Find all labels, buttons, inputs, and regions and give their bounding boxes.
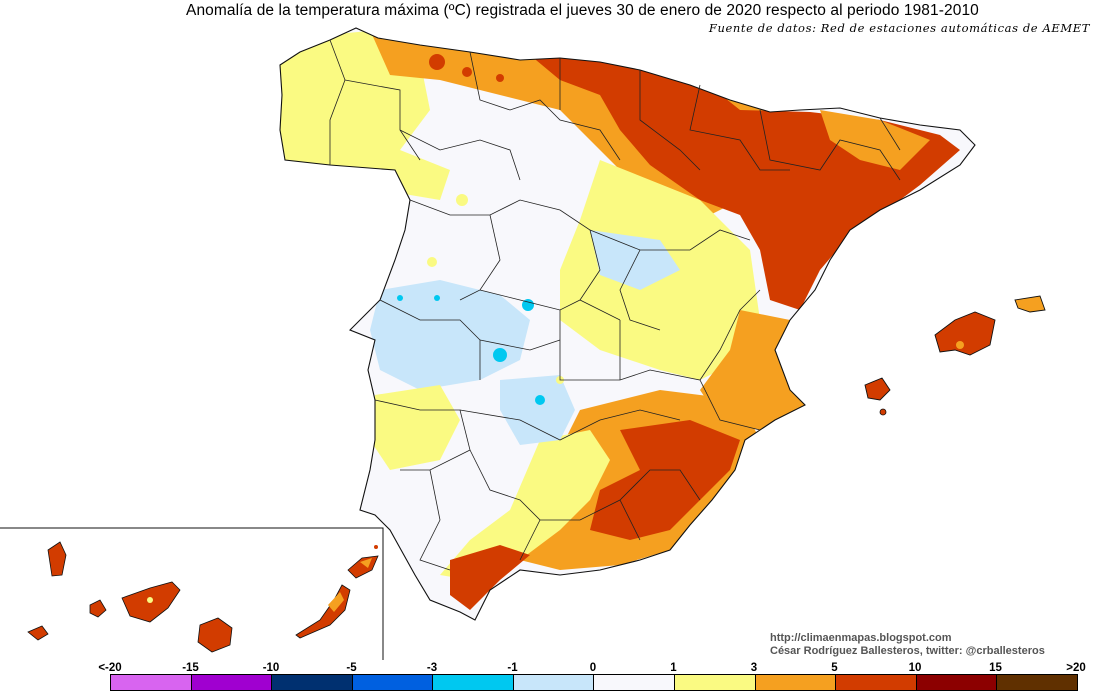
legend-tick-label: 0 [589,662,597,674]
credit-url[interactable]: http://climaenmapas.blogspot.com [770,632,952,644]
legend-tick-label: 5 [831,662,838,674]
anomaly-zone-extremadura [370,280,530,390]
legend-swatch [433,675,514,690]
anomaly-zone-malaga [450,545,530,610]
legend-tick-label: 10 [908,662,922,674]
legend-bar [110,674,1078,691]
legend-tick-label: -15 [182,662,199,674]
canary-islands-inset [0,527,384,660]
color-legend: <-20 -15 -10 -5 -3 -1 0 1 3 5 10 15 >20 [98,662,1086,696]
map-title: Anomalía de la temperatura máxima (ºC) r… [186,2,979,19]
anomaly-zone-huelva [370,385,460,470]
legend-ticks: <-20 -15 -10 -5 -3 -1 0 1 3 5 10 15 >20 [98,662,1085,676]
legend-swatch [272,675,353,690]
anomaly-zone-murcia [590,420,740,540]
legend-swatch [755,675,837,690]
province-borders [329,39,901,571]
anomaly-zone-catalonia [820,110,930,170]
map-source: Fuente de datos: Red de estaciones autom… [708,21,1090,35]
legend-tick-label: 15 [989,662,1002,674]
legend-swatch [111,675,192,690]
legend-swatch [191,675,273,690]
legend-tick-label: 1 [670,662,677,674]
legend-swatch [997,675,1077,690]
legend-swatch [594,675,676,690]
legend-swatch [675,675,756,690]
legend-swatch [352,675,434,690]
anomaly-zone-toledo [500,375,575,445]
legend-tick-label: -3 [426,662,438,674]
legend-tick-label: 3 [750,662,758,674]
legend-swatch [916,675,998,690]
balearic-islands [864,295,1046,416]
legend-swatch [836,675,917,690]
legend-tick-label: -10 [262,662,280,674]
legend-tick-label: -1 [507,662,518,674]
credits: http://climaenmapas.blogspot.com César R… [770,632,1045,658]
legend-tick-label: >20 [1066,662,1086,674]
legend-tick-label: -5 [346,662,357,674]
legend-swatch [513,675,595,690]
credit-author: César Rodríguez Ballesteros, twitter: @c… [770,645,1045,657]
legend-tick-label: <-20 [98,662,122,674]
mainland-spain [279,27,976,621]
